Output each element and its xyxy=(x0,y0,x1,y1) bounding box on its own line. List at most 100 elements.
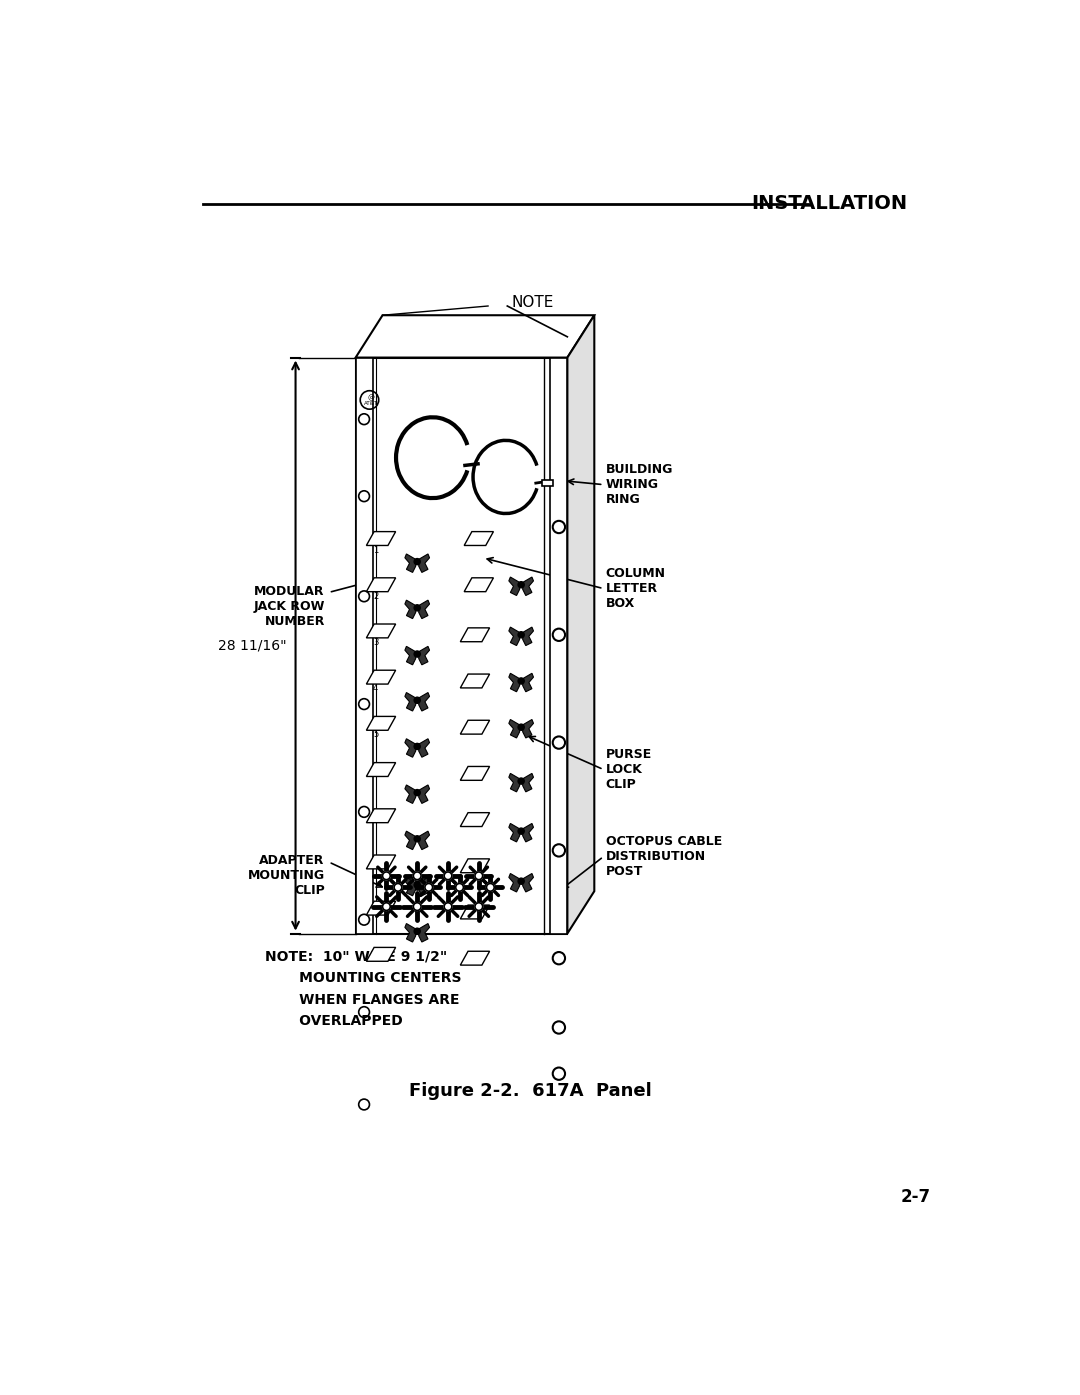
Circle shape xyxy=(518,778,524,784)
Circle shape xyxy=(424,883,433,891)
Circle shape xyxy=(518,829,524,834)
Circle shape xyxy=(414,744,420,749)
Text: NOTE: NOTE xyxy=(511,294,554,310)
Polygon shape xyxy=(419,831,430,850)
Polygon shape xyxy=(460,674,489,688)
Circle shape xyxy=(518,877,524,884)
Polygon shape xyxy=(419,600,430,618)
Polygon shape xyxy=(419,785,430,804)
Polygon shape xyxy=(366,809,395,823)
Circle shape xyxy=(486,883,495,891)
Polygon shape xyxy=(523,578,534,596)
Polygon shape xyxy=(509,873,519,891)
Text: MODULAR
JACK ROW
NUMBER: MODULAR JACK ROW NUMBER xyxy=(254,585,325,628)
Circle shape xyxy=(382,903,390,911)
Polygon shape xyxy=(460,628,489,642)
Text: 28 11/16": 28 11/16" xyxy=(218,639,286,653)
Polygon shape xyxy=(366,717,395,730)
Circle shape xyxy=(414,558,420,565)
Polygon shape xyxy=(523,720,534,738)
Text: OCTOPUS CABLE
DISTRIBUTION
POST: OCTOPUS CABLE DISTRIBUTION POST xyxy=(606,836,723,877)
Circle shape xyxy=(444,903,451,911)
Polygon shape xyxy=(460,766,489,780)
Text: OVERLAPPED: OVERLAPPED xyxy=(265,1014,403,1028)
Circle shape xyxy=(518,678,524,684)
Circle shape xyxy=(518,724,524,730)
Circle shape xyxy=(456,883,463,891)
Text: 4: 4 xyxy=(373,684,378,693)
Circle shape xyxy=(414,790,420,795)
Polygon shape xyxy=(460,859,489,873)
Polygon shape xyxy=(419,646,430,665)
Polygon shape xyxy=(523,628,534,646)
Circle shape xyxy=(475,872,483,880)
Text: BUILDING
WIRING
RING: BUILDING WIRING RING xyxy=(606,463,673,506)
Circle shape xyxy=(414,836,420,843)
Text: INSTALLATION: INSTALLATION xyxy=(752,194,907,213)
Bar xyxy=(355,357,567,933)
Polygon shape xyxy=(405,646,416,665)
Polygon shape xyxy=(419,692,430,711)
Circle shape xyxy=(518,632,524,638)
Polygon shape xyxy=(405,785,416,804)
Polygon shape xyxy=(523,823,534,843)
Polygon shape xyxy=(366,947,395,961)
Text: NOTE:  10" WIDE 9 1/2": NOTE: 10" WIDE 9 1/2" xyxy=(265,950,447,964)
Polygon shape xyxy=(509,720,519,738)
Polygon shape xyxy=(366,624,395,638)
Text: 2-7: 2-7 xyxy=(901,1189,931,1205)
Polygon shape xyxy=(509,823,519,843)
Polygon shape xyxy=(419,554,430,572)
Circle shape xyxy=(475,903,483,911)
Polygon shape xyxy=(405,739,416,757)
Polygon shape xyxy=(419,923,430,942)
Polygon shape xyxy=(405,692,416,711)
Text: WHEN FLANGES ARE: WHEN FLANGES ARE xyxy=(265,993,459,1007)
Bar xyxy=(551,357,567,933)
Circle shape xyxy=(414,872,421,880)
Circle shape xyxy=(518,582,524,587)
Circle shape xyxy=(414,605,420,611)
Text: ADAPTER
MOUNTING
CLIP: ADAPTER MOUNTING CLIP xyxy=(247,854,325,897)
Text: 2: 2 xyxy=(373,591,378,601)
Polygon shape xyxy=(464,531,494,545)
Circle shape xyxy=(414,928,420,935)
Circle shape xyxy=(444,872,451,880)
Polygon shape xyxy=(509,628,519,646)
Polygon shape xyxy=(405,554,416,572)
Polygon shape xyxy=(460,813,489,826)
Polygon shape xyxy=(509,773,519,792)
Text: Figure 2-2.  617A  Panel: Figure 2-2. 617A Panel xyxy=(409,1083,651,1101)
Polygon shape xyxy=(355,315,594,357)
Text: @: @ xyxy=(367,395,375,402)
Text: MOUNTING CENTERS: MOUNTING CENTERS xyxy=(265,971,461,985)
Polygon shape xyxy=(366,901,395,915)
Text: 1: 1 xyxy=(373,545,378,555)
Circle shape xyxy=(414,698,420,703)
Polygon shape xyxy=(366,531,395,545)
Polygon shape xyxy=(405,923,416,942)
Polygon shape xyxy=(419,739,430,757)
Circle shape xyxy=(394,883,402,891)
Polygon shape xyxy=(419,877,430,896)
Polygon shape xyxy=(509,674,519,692)
Bar xyxy=(542,480,553,487)
Text: 5: 5 xyxy=(373,731,378,739)
Polygon shape xyxy=(405,600,416,618)
Polygon shape xyxy=(460,905,489,919)
Text: COLUMN
LETTER
BOX: COLUMN LETTER BOX xyxy=(606,568,666,610)
Circle shape xyxy=(414,903,421,911)
Polygon shape xyxy=(460,951,489,965)
Polygon shape xyxy=(509,578,519,596)
Text: AT&T: AT&T xyxy=(364,400,378,406)
Polygon shape xyxy=(567,315,594,933)
Polygon shape xyxy=(405,877,416,896)
Polygon shape xyxy=(366,578,395,591)
Text: PURSE
LOCK
CLIP: PURSE LOCK CLIP xyxy=(606,748,652,791)
Bar xyxy=(355,357,373,933)
Polygon shape xyxy=(523,873,534,891)
Circle shape xyxy=(414,651,420,657)
Polygon shape xyxy=(405,831,416,850)
Circle shape xyxy=(382,872,390,880)
Text: 3: 3 xyxy=(373,638,378,647)
